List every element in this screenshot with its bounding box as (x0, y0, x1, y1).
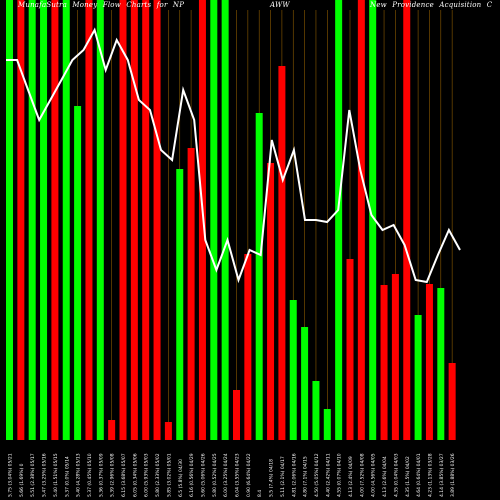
x-tick-label: 0.90 (6.64%) 04/22 (246, 453, 252, 497)
x-tick-label: 5.5 (7.4%) 04/18 (269, 459, 275, 497)
x-tick-label: 4.80 (7.1%) 04/15 (303, 456, 309, 497)
x-tick-label: 6.5 (5.8%) 04/30 (178, 459, 184, 497)
bar (153, 0, 161, 440)
bar (323, 409, 331, 440)
x-tick-label: 6.16 (0.56%) 04/29 (189, 453, 195, 497)
bar (346, 259, 354, 440)
x-tick-label: 4.13 (2.4%) 04/09 (348, 456, 354, 497)
bar (85, 0, 93, 440)
bar (221, 0, 229, 440)
x-tick-label: 4.40 (2.42%) 04/11 (325, 453, 331, 497)
bar (244, 254, 252, 440)
x-tick-label: 5.37 (0.0%) 05/14 (64, 456, 70, 497)
x-tick-label: 8.4 (257, 490, 263, 497)
x-tick-label: 5.66 (1.69%) 0 (19, 463, 25, 497)
x-tick-label: 4.00 (7.52%) 04/08 (359, 453, 365, 497)
bar (414, 315, 422, 440)
x-tick-label: 4.23 (1.13%) 03/28 (427, 453, 433, 497)
bar (130, 0, 138, 440)
bar (40, 0, 48, 440)
price-line-group (6, 27, 461, 284)
x-axis-labels: 5.75 (3.04%) 05/21 5.66 (1.69%) 0 5.51 (2.… (8, 453, 457, 497)
bar (62, 0, 70, 440)
x-tick-label: 5.40 (1.51%) 05/15 (53, 453, 59, 497)
bar (289, 300, 297, 440)
chart-title-left: MunafaSutra Money Flow Charts for NP (18, 1, 185, 9)
x-tick-label: 6.15 (3.68%) 05/07 (121, 453, 127, 497)
x-tick-label: 4.81 (2.06%) 04/16 (291, 453, 297, 497)
chart-title-right: New Providence Acquisition C (370, 1, 493, 9)
x-tick-label: 6.04 (3.55%) 04/23 (235, 453, 241, 497)
bar (176, 169, 184, 440)
bar (380, 285, 388, 440)
x-tick-label: 5.39 (2.96%) 05/08 (110, 453, 116, 497)
bar (28, 0, 36, 440)
bar (278, 66, 286, 440)
x-tick-label: 6.00 (3.25%) 04/24 (223, 453, 229, 497)
x-tick-label: 4.35 (0.04%) 04/03 (393, 453, 399, 497)
bar (142, 0, 150, 440)
x-tick-label: 5.85 (3.02%) 05/01 (166, 453, 172, 497)
x-tick-label: 4.64 (0.64%) 04/01 (416, 453, 422, 497)
bar (187, 148, 195, 440)
x-tick-label: 6.05 (0.34%) 05/06 (132, 453, 138, 497)
x-tick-label: 5.47 (3.25%) 05/16 (42, 453, 48, 497)
bar (403, 0, 411, 440)
x-tick-label: 5.75 (3.04%) 05/21 (8, 453, 14, 497)
bar (335, 0, 343, 440)
x-tick-label: 4.14 (3.85%) 03/27 (439, 453, 445, 497)
bar (17, 0, 25, 440)
x-tick-label: 5.80 (2.33%) 05/02 (155, 453, 161, 497)
bar (357, 0, 365, 440)
bar (96, 0, 104, 440)
x-tick-label: 5.36 (0.37%) 05/09 (98, 453, 104, 497)
bar (255, 113, 263, 440)
x-tick-label: 4.55 (0.07%) 04/10 (337, 453, 343, 497)
bar (369, 0, 377, 440)
x-tick-label: 5.60 (5.06%) 04/26 (200, 453, 206, 497)
bar (164, 422, 172, 440)
bar (74, 106, 82, 440)
x-tick-label: 5.40 (4.28%) 05/13 (76, 453, 82, 497)
bar (233, 390, 240, 440)
x-tick-label: 3.89 (1.88%) 03/26 (450, 453, 456, 497)
bar (210, 0, 218, 440)
x-tick-label: 5.51 (2.38%) 05/17 (30, 453, 36, 497)
bar (267, 163, 275, 440)
x-tick-label: 4.00 (4.56%) 04/05 (371, 453, 377, 497)
x-tick-label: 5.80 (0.52%) 04/25 (212, 453, 218, 497)
x-tick-label: 6.00 (5.93%) 05/03 (144, 453, 150, 497)
bar (6, 0, 13, 440)
x-tick-label: 4.35 (1.5%) 04/02 (405, 456, 411, 497)
chart-title-mid: AWW (270, 1, 290, 9)
price-line (6, 27, 461, 284)
bars-group (6, 0, 456, 440)
bar (448, 363, 456, 440)
bar (301, 327, 309, 440)
bar (425, 284, 433, 440)
bar (391, 274, 399, 440)
bar (437, 288, 445, 440)
x-tick-label: 5.37 (0.45%) 05/10 (87, 453, 93, 497)
bar (108, 420, 116, 440)
x-tick-label: 4.50 (5.05%) 04/12 (314, 453, 320, 497)
chart-header: MunafaSutra Money Flow Charts for NP AWW… (0, 1, 500, 13)
bar (51, 0, 59, 440)
x-tick-label: 4.13 (2.6%) 04/04 (382, 456, 388, 497)
bar (119, 0, 127, 440)
bar (312, 381, 320, 440)
x-tick-label: 5.11 (2.1%) 04/17 (280, 456, 286, 497)
